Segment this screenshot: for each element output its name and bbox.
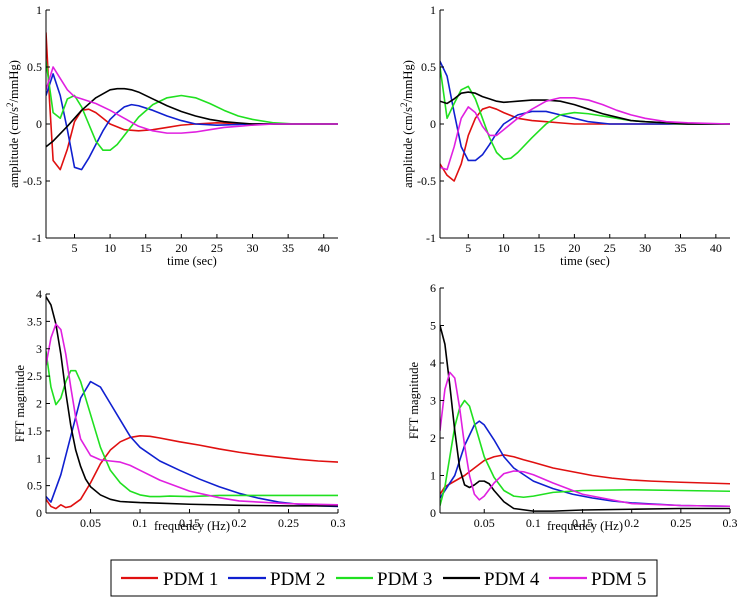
x-tick-label: 0.2 [624, 516, 639, 530]
x-tick-label: 5 [71, 241, 77, 255]
y-tick-label: 1 [36, 451, 42, 465]
x-tick-label: 0.3 [723, 516, 738, 530]
y-tick-label: 0 [430, 117, 436, 131]
y-axis-label: amplitude (cm/s2/mmHg) [5, 60, 21, 188]
series-pdm-2 [46, 73, 338, 171]
y-axis-label: FFT magnitude [13, 364, 27, 442]
x-axis-label: time (sec) [167, 254, 217, 268]
series-pdm-1 [46, 435, 338, 510]
x-tick-label: 30 [247, 241, 259, 255]
y-tick-label: 5 [430, 319, 436, 333]
x-tick-label: 30 [639, 241, 651, 255]
series-pdm-2 [440, 420, 730, 508]
x-tick-label: 10 [498, 241, 510, 255]
y-axis-label: amplitude (cm/s2/mmHg) [399, 60, 415, 188]
legend-label-pdm-1: PDM 1 [163, 569, 218, 590]
y-axis-label: FFT magnitude [407, 361, 421, 439]
chart-bottom-left: 0.05 0.1 0.15 0.2 0.25 0.3 0 0.5 1 1.5 2 2.5 3 3.5 4 fr… [13, 287, 346, 533]
y-tick-label: 3.5 [27, 314, 42, 328]
series-pdm-4 [440, 91, 730, 125]
x-tick-label: 0.15 [179, 516, 200, 530]
y-tick-label: 1.5 [27, 424, 42, 438]
y-tick-label: 4 [36, 287, 42, 301]
legend-label-pdm-2: PDM 2 [270, 569, 325, 590]
series-pdm-4 [440, 324, 730, 512]
x-tick-label: 35 [674, 241, 686, 255]
x-tick-label: 0.3 [331, 516, 346, 530]
series-pdm-5 [46, 66, 338, 134]
x-tick-label: 15 [140, 241, 152, 255]
series-pdm-4 [46, 295, 338, 507]
y-tick-label: -1 [426, 231, 436, 245]
y-tick-label: 3 [430, 394, 436, 408]
series-pdm-2 [46, 380, 338, 508]
x-tick-label: 10 [104, 241, 116, 255]
y-tick-label: 2 [430, 431, 436, 445]
y-tick-label: 1 [36, 3, 42, 17]
series-pdm-1 [440, 106, 730, 182]
x-axis-label: time (sec) [560, 254, 610, 268]
y-tick-label: -0.5 [23, 174, 42, 188]
legend-label-pdm-3: PDM 3 [377, 569, 432, 590]
series-pdm-4 [46, 87, 338, 148]
x-tick-label: 35 [282, 241, 294, 255]
y-tick-label: 0.5 [27, 60, 42, 74]
x-axis-label: frequency (Hz) [154, 519, 230, 533]
x-tick-label: 0.25 [278, 516, 299, 530]
series-pdm-3 [46, 60, 338, 152]
legend: PDM 1 PDM 2 PDM 3 PDM 4 PDM 5 [110, 559, 658, 597]
series-pdm-5 [440, 96, 730, 171]
y-tick-label: -1 [32, 231, 42, 245]
x-tick-label: 20 [568, 241, 580, 255]
y-tick-label: 3 [36, 342, 42, 356]
x-tick-label: 25 [604, 241, 616, 255]
x-axis-label: frequency (Hz) [547, 519, 623, 533]
series-pdm-3 [440, 399, 730, 507]
series-pdm-2 [440, 60, 730, 162]
y-tick-label: 1 [430, 3, 436, 17]
y-tick-label: 0 [36, 506, 42, 520]
chart-top-left: 5 10 15 20 25 30 35 40 -1 -0.5 0 0.5 1 time (sec) ampl… [5, 3, 338, 268]
series-pdm-5 [46, 323, 338, 506]
x-tick-label: 0.25 [670, 516, 691, 530]
series-pdm-1 [440, 454, 730, 496]
series-pdm-5 [440, 371, 730, 508]
x-tick-label: 40 [710, 241, 722, 255]
y-tick-label: 0.5 [421, 60, 436, 74]
y-tick-label: 0 [36, 117, 42, 131]
legend-label-pdm-5: PDM 5 [591, 569, 646, 590]
y-tick-label: 4 [430, 356, 436, 370]
y-tick-label: 6 [430, 281, 436, 295]
chart-bottom-right: 0.05 0.1 0.15 0.2 0.25 0.3 0 1 2 3 4 5 6 frequency (H… [407, 281, 738, 533]
x-tick-label: 40 [318, 241, 330, 255]
x-tick-label: 5 [465, 241, 471, 255]
series-pdm-3 [46, 350, 338, 498]
chart-top-right: 5 10 15 20 25 30 35 40 -1 -0.5 0 0.5 1 time (sec) ampl… [399, 3, 730, 268]
legend-label-pdm-4: PDM 4 [484, 569, 540, 590]
y-tick-label: 2 [36, 397, 42, 411]
x-tick-label: 0.1 [133, 516, 148, 530]
x-tick-label: 0.15 [572, 516, 593, 530]
x-tick-label: 0.05 [474, 516, 495, 530]
y-tick-label: -0.5 [417, 174, 436, 188]
series-pdm-3 [440, 66, 730, 161]
x-tick-label: 0.2 [232, 516, 247, 530]
x-tick-label: 0.1 [526, 516, 541, 530]
x-tick-label: 0.05 [80, 516, 101, 530]
y-tick-label: 0 [430, 506, 436, 520]
x-tick-label: 25 [211, 241, 223, 255]
x-tick-label: 15 [533, 241, 545, 255]
y-tick-label: 1 [430, 469, 436, 483]
y-tick-label: 2.5 [27, 369, 42, 383]
series-pdm-1 [46, 31, 338, 171]
x-tick-label: 20 [175, 241, 187, 255]
y-tick-label: 0.5 [27, 479, 42, 493]
